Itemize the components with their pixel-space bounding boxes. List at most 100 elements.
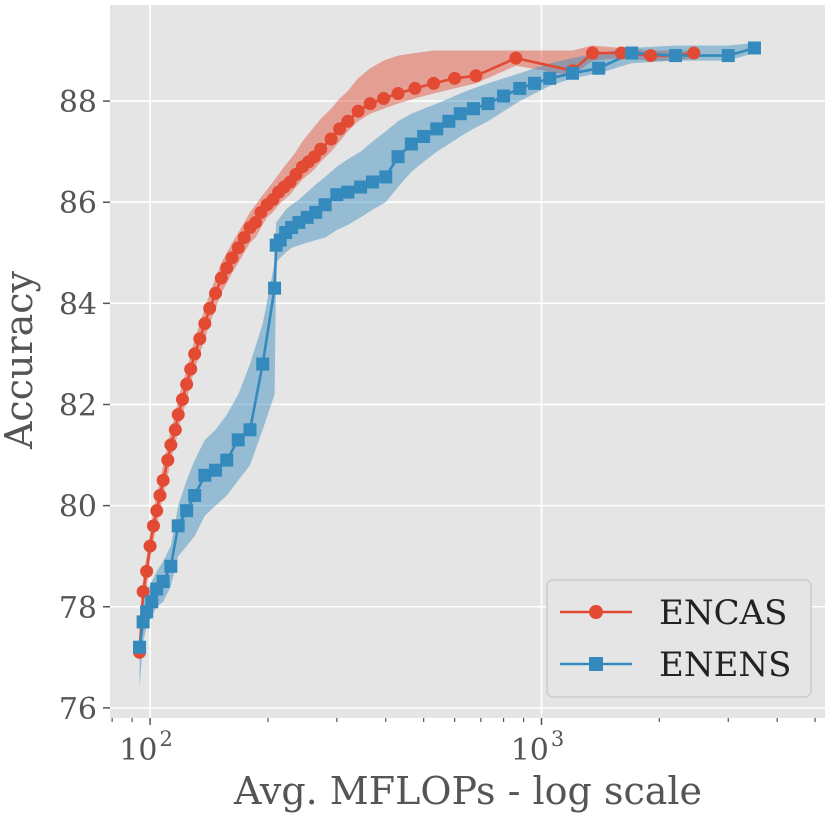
data-point-encas	[209, 286, 223, 300]
grid	[110, 5, 825, 718]
data-point-enens	[140, 605, 154, 619]
data-point-enens	[669, 49, 683, 63]
data-point-encas	[377, 92, 391, 106]
data-point-enens	[481, 97, 495, 111]
data-point-encas	[237, 231, 251, 245]
data-point-enens	[156, 574, 170, 588]
data-point-encas	[203, 301, 217, 315]
data-point-enens	[592, 61, 606, 75]
data-point-enens	[528, 76, 542, 90]
data-point-enens	[625, 46, 639, 60]
data-point-encas	[188, 347, 202, 361]
legend-box	[546, 579, 812, 698]
data-point-encas	[164, 438, 178, 452]
confidence-band-enens	[139, 42, 755, 688]
y-tick-label: 80	[59, 490, 97, 525]
x-tick-label: 102	[119, 727, 173, 768]
data-point-enens	[721, 49, 735, 63]
y-tick-label: 76	[59, 692, 97, 727]
data-point-encas	[150, 504, 164, 518]
data-point-enens	[404, 137, 418, 151]
data-point-encas	[408, 81, 422, 95]
legend: ENCAS ENENS	[546, 579, 812, 698]
legend-label-enens: ENENS	[659, 645, 791, 685]
data-point-encas	[214, 271, 228, 285]
data-point-encas	[614, 46, 628, 60]
data-point-encas	[231, 241, 245, 255]
data-point-encas	[391, 86, 405, 100]
data-point-encas	[180, 377, 194, 391]
data-point-encas	[324, 132, 338, 146]
y-axis-label: Accuracy	[0, 270, 41, 450]
data-point-enens	[543, 71, 557, 85]
data-point-encas	[175, 392, 189, 406]
data-point-enens	[209, 463, 223, 477]
data-point-enens	[466, 102, 480, 116]
legend-marker-encas	[589, 605, 603, 619]
data-point-encas	[586, 46, 600, 60]
y-tick-label: 82	[59, 388, 97, 423]
data-point-enens	[318, 198, 332, 212]
data-point-enens	[145, 595, 159, 609]
data-point-encas	[687, 46, 701, 60]
data-point-encas	[249, 215, 263, 229]
data-point-enens	[565, 66, 579, 80]
data-point-enens	[365, 175, 379, 189]
data-point-enens	[747, 41, 761, 55]
data-point-encas	[156, 473, 170, 487]
data-point-encas	[161, 453, 175, 467]
data-point-encas	[644, 49, 658, 63]
data-point-enens	[442, 114, 456, 128]
data-point-enens	[171, 519, 185, 533]
data-point-encas	[225, 251, 239, 265]
data-point-enens	[417, 129, 431, 143]
data-point-encas	[509, 51, 523, 65]
x-tick-label: 103	[511, 727, 565, 768]
y-tick-label: 78	[59, 591, 97, 626]
data-point-encas	[351, 104, 365, 118]
data-point-enens	[379, 170, 393, 184]
data-point-encas	[469, 69, 483, 83]
legend-marker-enens	[589, 657, 603, 671]
data-point-enens	[136, 615, 150, 629]
data-point-encas	[314, 142, 328, 156]
data-point-enens	[180, 504, 194, 518]
data-point-enens	[133, 640, 147, 654]
data-point-encas	[220, 261, 234, 275]
data-point-enens	[164, 559, 178, 573]
data-point-encas	[171, 408, 185, 422]
data-point-encas	[363, 97, 377, 111]
data-point-encas	[153, 489, 167, 503]
data-point-encas	[168, 423, 182, 437]
data-point-encas	[333, 122, 347, 136]
data-point-enens	[354, 180, 368, 194]
data-point-encas	[136, 585, 150, 599]
y-tick-label: 86	[59, 186, 97, 221]
data-point-enens	[497, 89, 511, 103]
data-point-encas	[146, 519, 160, 533]
data-point-enens	[268, 281, 282, 295]
data-point-enens	[231, 433, 245, 447]
data-point-encas	[193, 332, 207, 346]
series-markers	[133, 41, 761, 659]
y-tick-label: 88	[59, 85, 97, 120]
data-point-enens	[341, 185, 355, 199]
data-point-enens	[198, 468, 212, 482]
x-axis-label: Avg. MFLOPs - log scale	[233, 769, 702, 813]
data-point-encas	[140, 564, 154, 578]
data-point-encas	[184, 362, 198, 376]
legend-label-encas: ENCAS	[659, 593, 787, 633]
data-point-enens	[188, 489, 202, 503]
data-point-enens	[513, 81, 527, 95]
y-tick-label: 84	[59, 287, 97, 322]
x-axis: 102 103	[111, 718, 816, 768]
data-point-enens	[330, 188, 344, 202]
data-point-enens	[391, 150, 405, 164]
data-point-enens	[220, 453, 234, 467]
data-point-enens	[256, 357, 270, 371]
data-point-encas	[427, 76, 441, 90]
data-point-encas	[341, 114, 355, 128]
data-point-encas	[198, 317, 212, 331]
data-point-encas	[448, 71, 462, 85]
data-point-encas	[143, 539, 157, 553]
